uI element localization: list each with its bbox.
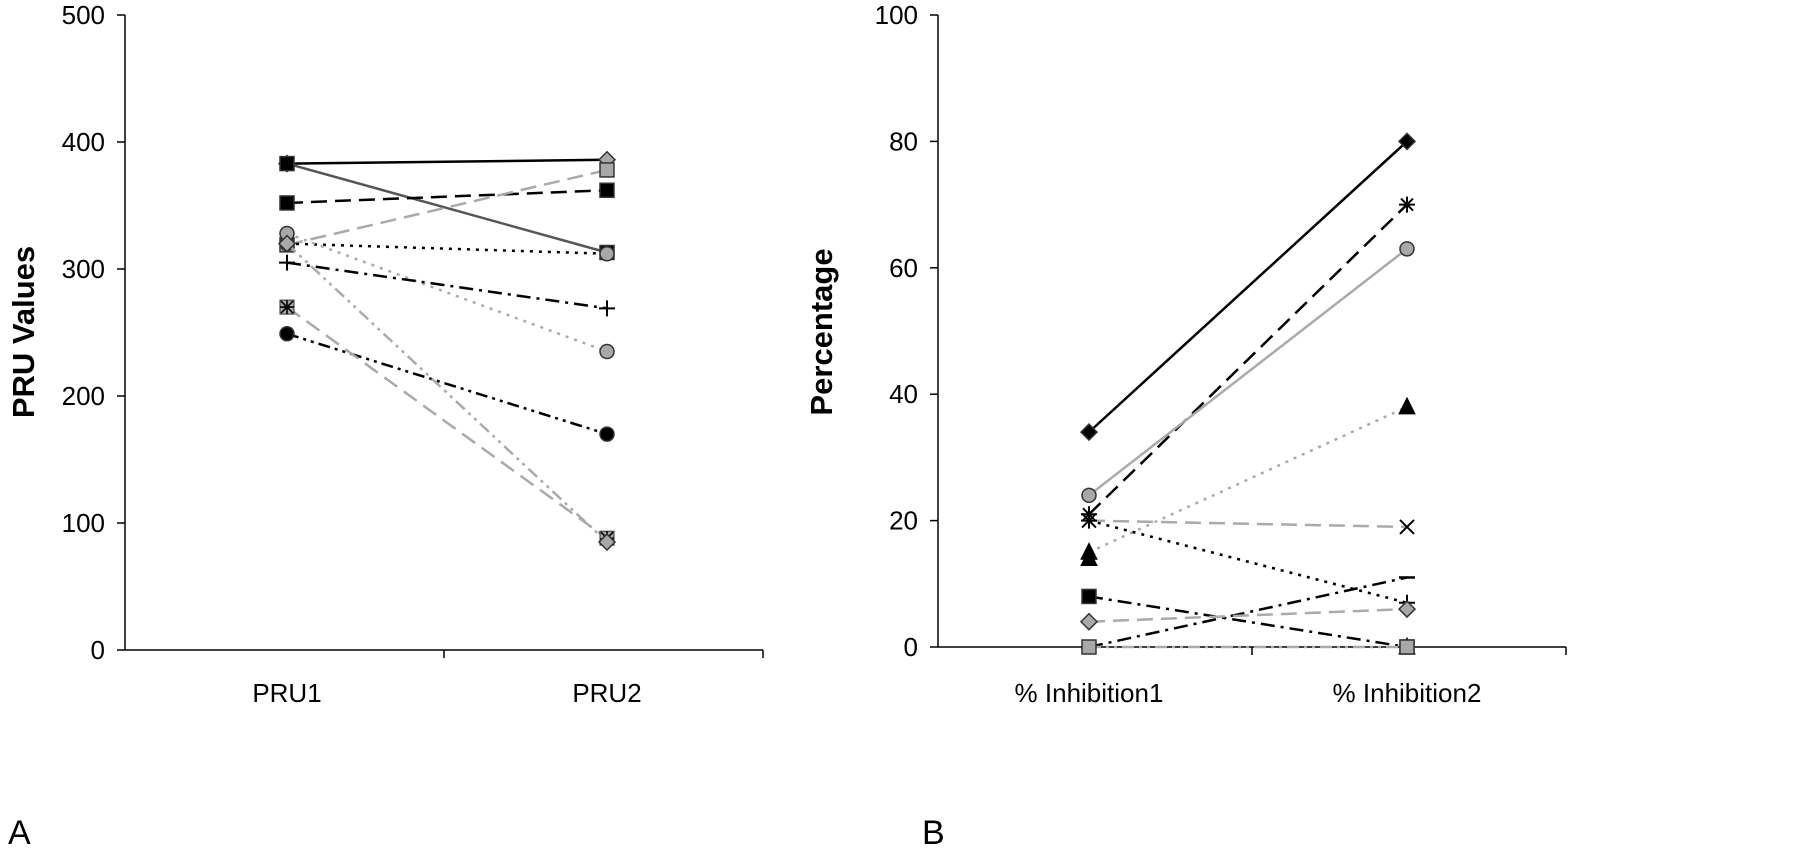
data-point [599, 162, 615, 178]
panel-letter-a: A [8, 814, 31, 851]
data-point [1081, 487, 1097, 504]
panel-letter-b: B [922, 814, 945, 851]
series-line [286, 332, 608, 436]
data-point [1081, 588, 1097, 605]
series-line-group [1080, 396, 1416, 560]
series-line [1088, 519, 1408, 529]
y-tick-label: 500 [62, 0, 105, 30]
data-point [1080, 548, 1098, 567]
data-point [277, 234, 297, 253]
series-line [1088, 595, 1408, 649]
series-line [1088, 203, 1408, 516]
y-tick-label: 0 [904, 632, 918, 662]
x-tick-label: % Inhibition1 [1015, 678, 1164, 708]
data-point [597, 532, 617, 552]
series-line [1088, 519, 1408, 604]
y-tick-label: 100 [875, 0, 918, 30]
data-point [1399, 241, 1415, 257]
data-point [599, 426, 615, 442]
series-line [286, 162, 608, 254]
data-point [1399, 519, 1415, 535]
series-line-group [1081, 196, 1415, 523]
data-point [1397, 600, 1417, 619]
data-point [279, 254, 295, 271]
series-line [286, 261, 608, 310]
series-line-group [1079, 600, 1417, 631]
data-point-star [280, 300, 294, 315]
data-point [1399, 639, 1415, 655]
series-line [286, 158, 608, 165]
series-line [1088, 405, 1408, 554]
x-tick-label: PRU2 [572, 678, 641, 708]
y-tick-label: 80 [889, 126, 918, 156]
x-tick-label: % Inhibition2 [1333, 678, 1482, 708]
series-line-group [279, 254, 615, 317]
series-line-group [279, 326, 615, 442]
data-point [279, 326, 295, 342]
series-line [286, 242, 608, 256]
series-line [286, 189, 608, 205]
data-point [1081, 639, 1097, 655]
data-point [279, 195, 295, 211]
data-point [599, 343, 615, 360]
series-line-group [277, 234, 617, 552]
series-line-group [1079, 132, 1417, 442]
series-line-group [1081, 241, 1415, 504]
data-point [599, 182, 615, 199]
y-tick-label: 200 [62, 381, 105, 411]
y-axis-title: PRU Values [6, 246, 41, 418]
series-line [1088, 576, 1408, 649]
series-line-group [279, 225, 615, 360]
chart-panel-a: 0 100 200 300 400 500 PRU1 PRU2 PRU Values [6, 0, 764, 708]
series-line [286, 168, 608, 247]
y-tick-label: 20 [889, 506, 918, 536]
data-point [1079, 612, 1099, 631]
y-axis-title: Percentage [804, 248, 839, 415]
y-tick-label: 400 [62, 127, 105, 157]
series-line [286, 232, 608, 353]
series-line [286, 306, 608, 540]
data-point [1399, 196, 1415, 213]
y-tick-label: 0 [91, 635, 105, 665]
x-tick-label: PRU1 [252, 678, 321, 708]
y-tick-label: 300 [62, 254, 105, 284]
y-tick-label: 60 [889, 253, 918, 283]
series-line-group [1081, 576, 1415, 649]
series-line [286, 242, 608, 543]
series-line [1088, 140, 1408, 434]
data-point [1398, 396, 1416, 415]
series-line-group [277, 150, 617, 173]
y-tick-label: 100 [62, 508, 105, 538]
y-tick-label: 40 [889, 379, 918, 409]
series-line-group [279, 182, 615, 211]
data-point [279, 155, 295, 172]
series-line [1088, 607, 1408, 623]
data-point [599, 246, 615, 262]
data-point [1079, 423, 1099, 442]
series-line-group [1081, 588, 1415, 655]
series-line-group [279, 155, 615, 261]
series-line [1088, 247, 1408, 497]
data-point [1081, 512, 1097, 529]
series-line-group [1081, 639, 1415, 655]
data-point [599, 300, 615, 317]
chart-panel-b: 0 20 40 60 80 100 % Inhibition1 % Inhibition2 Pe… [804, 0, 1567, 708]
data-point [1397, 132, 1417, 151]
series-line-group [279, 299, 615, 546]
series-line-group [1081, 512, 1415, 535]
